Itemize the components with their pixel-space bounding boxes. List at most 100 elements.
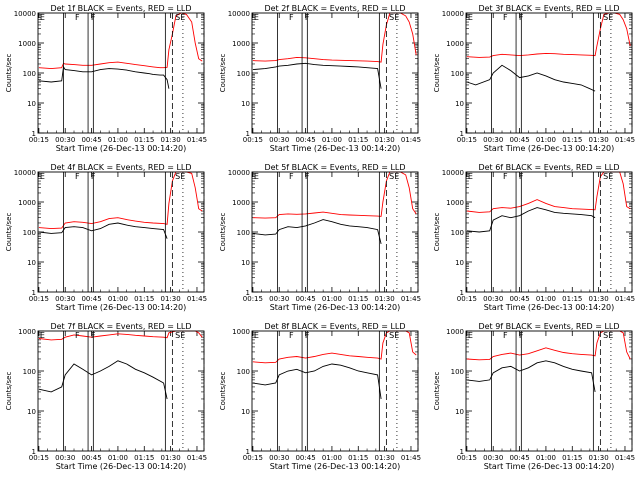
chart-title: Det 7f BLACK = Events, RED = LLD xyxy=(50,322,191,331)
y-tick-label: 10 xyxy=(455,100,464,108)
y-tick-label: 100 xyxy=(237,70,250,78)
region-label: F xyxy=(91,172,96,181)
x-tick-label: 01:45 xyxy=(187,454,207,462)
plot-frame xyxy=(37,12,205,134)
region-label: SE xyxy=(389,13,399,22)
chart-title: Det 5f BLACK = Events, RED = LLD xyxy=(264,163,405,172)
chart-panel-9: Det 9f BLACK = Events, RED = LLD Counts/s… xyxy=(433,322,635,471)
x-tick-label: 00:45 xyxy=(509,454,529,462)
y-tick-label: 1 xyxy=(246,130,250,138)
region-label: E xyxy=(254,331,259,340)
region-label: F xyxy=(289,331,294,340)
y-tick-label: 10000 xyxy=(442,169,464,177)
y-tick-label: 10 xyxy=(241,100,250,108)
x-tick-label: 01:15 xyxy=(134,295,154,303)
y-tick-label: 100 xyxy=(237,368,250,376)
y-tick-label: 10 xyxy=(27,259,36,267)
y-tick-label: 1000 xyxy=(18,40,36,48)
y-tick-label: 1 xyxy=(246,448,250,456)
y-tick-label: 1000 xyxy=(18,199,36,207)
x-tick-label: 01:30 xyxy=(589,136,609,144)
x-tick-label: 00:45 xyxy=(81,454,101,462)
x-tick-label: 01:30 xyxy=(589,454,609,462)
x-tick-label: 01:00 xyxy=(108,454,128,462)
y-tick-label: 1000 xyxy=(232,40,250,48)
y-tick-label: 10000 xyxy=(14,169,36,177)
x-tick-label: 01:45 xyxy=(615,295,635,303)
plot-frame xyxy=(37,171,205,293)
x-tick-label: 00:30 xyxy=(269,136,289,144)
region-label: F xyxy=(75,13,80,22)
region-label: F xyxy=(519,172,524,181)
plot-frame xyxy=(251,12,419,134)
region-label: SE xyxy=(389,172,399,181)
y-axis-label: Counts/sec xyxy=(219,54,227,93)
x-axis-label: Start Time (26-Dec-13 00:14:20) xyxy=(56,144,187,153)
x-tick-label: 00:15 xyxy=(29,136,49,144)
y-axis-label: Counts/sec xyxy=(433,213,441,252)
y-tick-label: 10 xyxy=(241,408,250,416)
y-tick-label: 10000 xyxy=(442,10,464,18)
chart-panel-5: Det 5f BLACK = Events, RED = LLD Counts/s… xyxy=(219,163,421,312)
y-tick-label: 10000 xyxy=(228,169,250,177)
y-tick-label: 1 xyxy=(460,289,464,297)
x-tick-label: 01:45 xyxy=(401,295,421,303)
region-label: F xyxy=(289,172,294,181)
y-tick-label: 10 xyxy=(27,408,36,416)
x-axis-label: Start Time (26-Dec-13 00:14:20) xyxy=(484,462,615,471)
x-tick-label: 00:15 xyxy=(29,295,49,303)
chart-panel-2: Det 2f BLACK = Events, RED = LLD Counts/s… xyxy=(219,4,421,153)
x-tick-label: 00:30 xyxy=(269,454,289,462)
x-tick-label: 01:15 xyxy=(562,454,582,462)
y-tick-label: 1000 xyxy=(18,328,36,336)
x-tick-label: 01:00 xyxy=(322,136,342,144)
x-tick-label: 01:45 xyxy=(187,295,207,303)
region-label: SE xyxy=(603,331,613,340)
x-tick-label: 01:30 xyxy=(375,295,395,303)
y-tick-label: 100 xyxy=(451,368,464,376)
y-tick-label: 10 xyxy=(455,408,464,416)
x-tick-label: 01:45 xyxy=(401,454,421,462)
x-tick-label: 00:45 xyxy=(509,295,529,303)
y-tick-label: 1000 xyxy=(446,199,464,207)
x-tick-label: 00:45 xyxy=(81,295,101,303)
chart-title: Det 2f BLACK = Events, RED = LLD xyxy=(264,4,405,13)
chart-title: Det 4f BLACK = Events, RED = LLD xyxy=(50,163,191,172)
x-axis-label: Start Time (26-Dec-13 00:14:20) xyxy=(270,303,401,312)
chart-panel-3: Det 3f BLACK = Events, RED = LLD Counts/s… xyxy=(433,4,635,153)
x-tick-label: 01:15 xyxy=(134,454,154,462)
x-axis-label: Start Time (26-Dec-13 00:14:20) xyxy=(56,462,187,471)
chart-panel-4: Det 4f BLACK = Events, RED = LLD Counts/s… xyxy=(5,163,207,312)
x-axis-label: Start Time (26-Dec-13 00:14:20) xyxy=(484,144,615,153)
x-tick-label: 00:30 xyxy=(483,136,503,144)
x-tick-label: 01:45 xyxy=(615,454,635,462)
region-label: SE xyxy=(603,172,613,181)
chart-title: Det 6f BLACK = Events, RED = LLD xyxy=(478,163,619,172)
region-label: F xyxy=(305,13,310,22)
region-label: F xyxy=(503,13,508,22)
region-label: E xyxy=(40,13,45,22)
x-tick-label: 00:30 xyxy=(483,295,503,303)
x-tick-label: 01:30 xyxy=(375,136,395,144)
x-tick-label: 01:00 xyxy=(322,454,342,462)
region-label: F xyxy=(289,13,294,22)
region-label: E xyxy=(468,331,473,340)
chart-panel-6: Det 6f BLACK = Events, RED = LLD Counts/s… xyxy=(433,163,635,312)
y-axis-label: Counts/sec xyxy=(5,213,13,252)
region-label: F xyxy=(91,331,96,340)
x-tick-label: 00:30 xyxy=(55,295,75,303)
x-tick-label: 01:45 xyxy=(615,136,635,144)
plot-frame xyxy=(465,12,633,134)
region-label: E xyxy=(254,172,259,181)
y-tick-label: 1000 xyxy=(232,199,250,207)
y-tick-label: 1 xyxy=(32,289,36,297)
y-tick-label: 10 xyxy=(27,100,36,108)
region-label: SE xyxy=(603,13,613,22)
x-tick-label: 01:30 xyxy=(161,295,181,303)
y-tick-label: 10 xyxy=(455,259,464,267)
y-tick-label: 1 xyxy=(246,289,250,297)
y-tick-label: 1 xyxy=(460,448,464,456)
x-tick-label: 00:15 xyxy=(243,295,263,303)
